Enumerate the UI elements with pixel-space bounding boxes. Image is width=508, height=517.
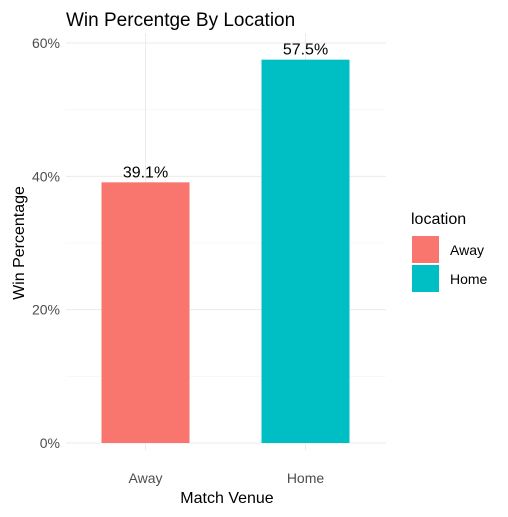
legend-label-home: Home [450,271,488,287]
bar-home [261,59,350,444]
data-label-away: 39.1% [123,164,168,181]
legend-label-away: Away [450,242,484,258]
x-tick-label: Away [129,470,163,486]
legend-title: location [411,211,466,228]
data-label-home: 57.5% [283,42,328,59]
y-tick-label: 20% [32,302,60,318]
data-labels: 39.1% 57.5% [123,42,328,182]
x-tick-label: Home [287,470,325,486]
y-axis-label: Win Percentage [11,186,28,300]
y-axis-ticks: 0% 20% 40% 60% [32,35,60,451]
bar-away [101,182,190,444]
legend-key-away [412,236,439,263]
x-axis-label: Match Venue [180,490,274,507]
x-axis-ticks: Away Home [129,470,325,486]
legend: location Away Home [411,211,488,292]
y-tick-label: 40% [32,168,60,184]
y-tick-label: 60% [32,35,60,51]
y-tick-label: 0% [40,435,60,451]
bars [101,59,350,444]
chart-title: Win Percentge By Location [66,10,295,31]
legend-key-home [412,265,439,292]
